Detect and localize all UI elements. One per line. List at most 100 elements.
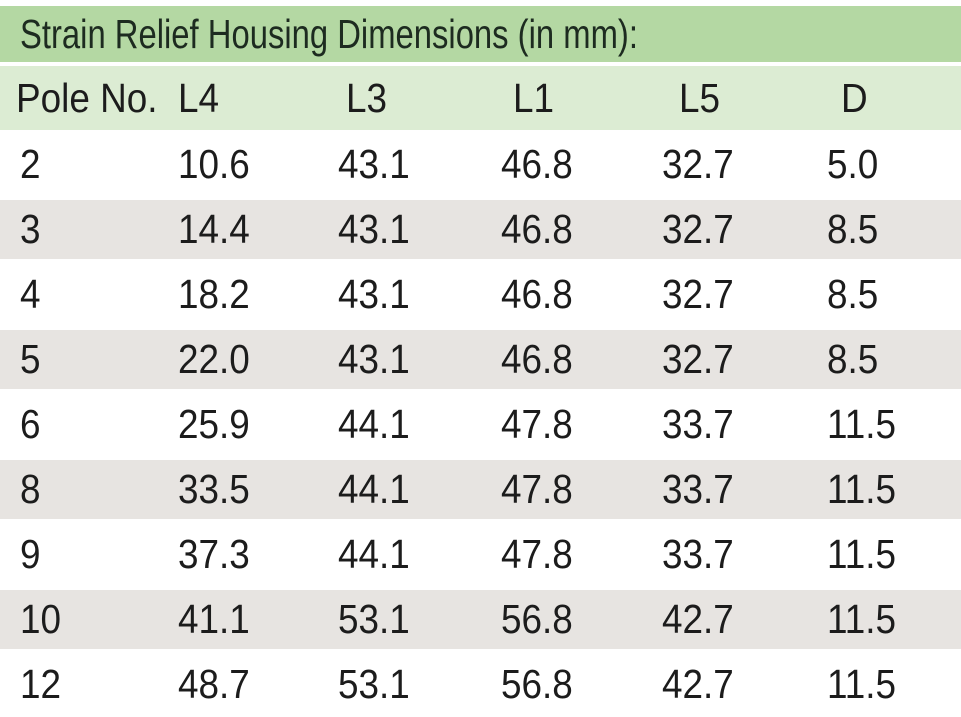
table-cell: 46.8 [501, 144, 662, 185]
cell-text: 47.8 [501, 401, 573, 447]
cell-text: 47.8 [501, 531, 573, 577]
table-row: 3 14.4 43.1 46.8 32.7 8.5 [0, 197, 961, 262]
table-cell: 32.7 [662, 209, 827, 250]
cell-text: 56.8 [501, 596, 573, 642]
cell-text: L3 [346, 74, 388, 121]
column-header: L4 [178, 74, 338, 121]
table-cell: 14.4 [178, 209, 338, 250]
cell-text: 2 [20, 141, 41, 187]
table-cell: 43.1 [338, 144, 501, 185]
cell-text: 9 [20, 531, 41, 577]
table-header-row: Pole No. L4 L3 L1 L5 D [0, 66, 961, 130]
cell-text: 11.5 [827, 596, 897, 642]
table-cell: 43.1 [338, 274, 501, 315]
table-cell: 9 [0, 534, 178, 575]
table-cell: 33.7 [662, 469, 827, 510]
cell-text: L5 [679, 74, 721, 121]
table-cell: 8.5 [827, 274, 961, 315]
table-row: 9 37.3 44.1 47.8 33.7 11.5 [0, 522, 961, 587]
column-header: D [827, 74, 961, 121]
cell-text: 41.1 [178, 596, 250, 642]
table-row: 10 41.1 53.1 56.8 42.7 11.5 [0, 587, 961, 652]
cell-text: 11.5 [827, 661, 897, 707]
cell-text: 14.4 [178, 206, 250, 252]
cell-text: 6 [20, 401, 41, 447]
cell-text: 8.5 [827, 336, 879, 382]
table-cell: 4 [0, 274, 178, 315]
cell-text: 33.7 [662, 531, 734, 577]
table-row: 6 25.9 44.1 47.8 33.7 11.5 [0, 392, 961, 457]
table-cell: 48.7 [178, 664, 338, 705]
table-cell: 32.7 [662, 339, 827, 380]
table-cell: 47.8 [501, 404, 662, 445]
cell-text: 56.8 [501, 661, 573, 707]
cell-text: 43.1 [338, 271, 410, 317]
column-header: Pole No. [0, 74, 178, 121]
cell-text: 10.6 [178, 141, 250, 187]
cell-text: 48.7 [178, 661, 250, 707]
table-row: 4 18.2 43.1 46.8 32.7 8.5 [0, 262, 961, 327]
table-title: Strain Relief Housing Dimensions (in mm)… [20, 10, 638, 57]
cell-text: 33.5 [178, 466, 250, 512]
cell-text: 8.5 [827, 206, 879, 252]
table-cell: 18.2 [178, 274, 338, 315]
cell-text: 11.5 [827, 466, 897, 512]
cell-text: 47.8 [501, 466, 573, 512]
table-cell: 43.1 [338, 209, 501, 250]
table-cell: 8.5 [827, 339, 961, 380]
table-cell: 32.7 [662, 274, 827, 315]
table-cell: 47.8 [501, 469, 662, 510]
table-cell: 33.5 [178, 469, 338, 510]
cell-text: 43.1 [338, 141, 410, 187]
cell-text: 11.5 [827, 401, 897, 447]
cell-text: L4 [178, 74, 220, 121]
table-cell: 11.5 [827, 469, 961, 510]
cell-text: 8 [20, 466, 41, 512]
cell-text: D [841, 74, 868, 121]
table-cell: 44.1 [338, 404, 501, 445]
cell-text: 5.0 [827, 141, 879, 187]
table-cell: 47.8 [501, 534, 662, 575]
table-cell: 11.5 [827, 599, 961, 640]
table-cell: 33.7 [662, 534, 827, 575]
table-row: 5 22.0 43.1 46.8 32.7 8.5 [0, 327, 961, 392]
cell-text: 43.1 [338, 336, 410, 382]
table-cell: 44.1 [338, 469, 501, 510]
table-cell: 42.7 [662, 599, 827, 640]
cell-text: 43.1 [338, 206, 410, 252]
table-cell: 42.7 [662, 664, 827, 705]
cell-text: 32.7 [662, 206, 734, 252]
table-cell: 11.5 [827, 664, 961, 705]
cell-text: Pole No. [16, 74, 158, 121]
table-cell: 22.0 [178, 339, 338, 380]
table-cell: 41.1 [178, 599, 338, 640]
table-row: 8 33.5 44.1 47.8 33.7 11.5 [0, 457, 961, 522]
cell-text: 5 [20, 336, 41, 382]
table-cell: 33.7 [662, 404, 827, 445]
table-cell: 46.8 [501, 274, 662, 315]
table-body: 2 10.6 43.1 46.8 32.7 5.0 3 14.4 43.1 46.8 32.7 8.5… [0, 132, 961, 717]
table-cell: 56.8 [501, 599, 662, 640]
table-cell: 2 [0, 144, 178, 185]
cell-text: L1 [513, 74, 555, 121]
cell-text: 8.5 [827, 271, 879, 317]
cell-text: 32.7 [662, 141, 734, 187]
cell-text: 37.3 [178, 531, 250, 577]
cell-text: 10 [20, 596, 62, 642]
table-cell: 37.3 [178, 534, 338, 575]
cell-text: 44.1 [338, 401, 410, 447]
table-cell: 53.1 [338, 599, 501, 640]
table-cell: 10 [0, 599, 178, 640]
cell-text: 42.7 [662, 596, 734, 642]
table-cell: 8.5 [827, 209, 961, 250]
column-header: L1 [501, 74, 662, 121]
cell-text: 3 [20, 206, 41, 252]
table-cell: 11.5 [827, 404, 961, 445]
cell-text: 32.7 [662, 336, 734, 382]
cell-text: 32.7 [662, 271, 734, 317]
cell-text: 53.1 [338, 596, 410, 642]
cell-text: 44.1 [338, 466, 410, 512]
table-cell: 44.1 [338, 534, 501, 575]
table-cell: 46.8 [501, 339, 662, 380]
